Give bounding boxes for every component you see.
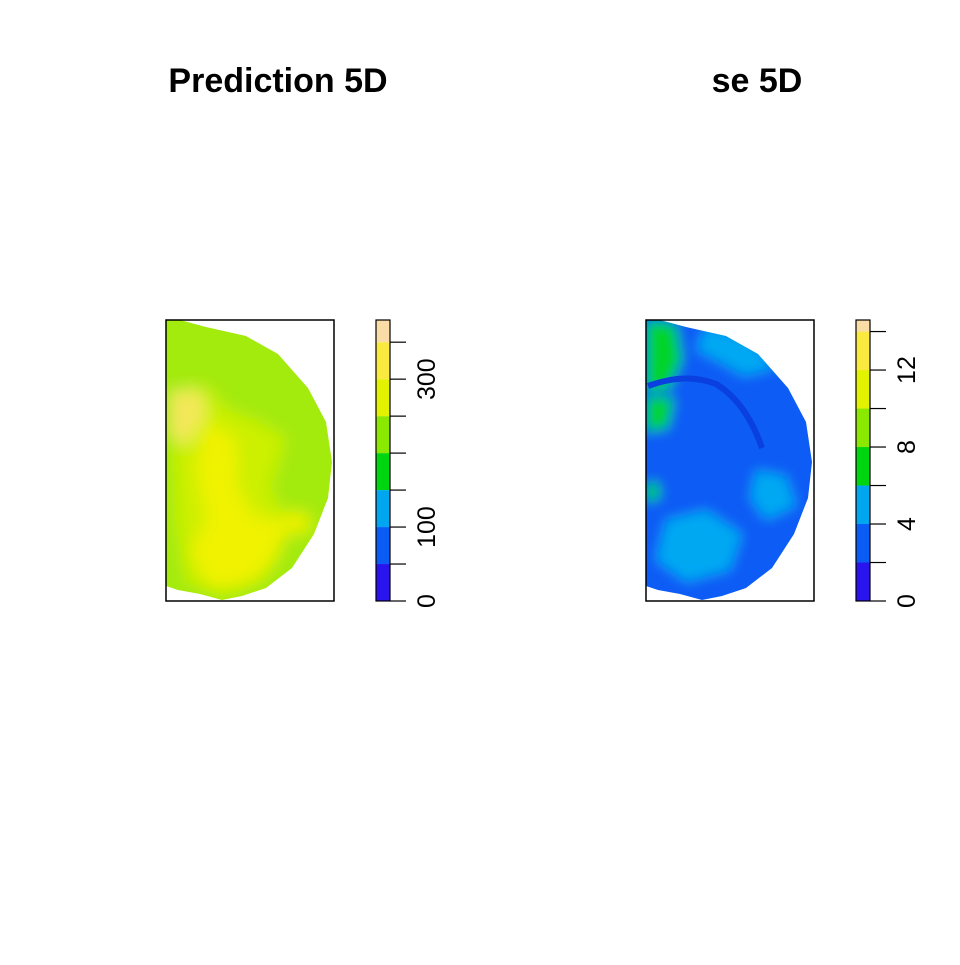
- legend-band-4: [376, 416, 390, 454]
- legend-tick-label: 0: [893, 594, 921, 608]
- legend-band-5: [856, 370, 870, 409]
- legend-band-6: [376, 342, 390, 380]
- plot-frame-se: [645, 319, 815, 602]
- legend-band-4: [856, 408, 870, 448]
- legend-tick-label: 4: [893, 517, 921, 531]
- heatmap-region-1-3: [696, 326, 776, 376]
- panel-se: se 5D 0 4 8 12: [645, 62, 921, 608]
- legend-tick-label: 0: [413, 594, 441, 608]
- heatmap-region-1-1: [656, 510, 742, 582]
- heatmap-se: [646, 320, 812, 600]
- chart-title-se: se 5D: [712, 62, 803, 100]
- legend-band-2: [856, 485, 870, 525]
- legend-frame: [855, 319, 871, 602]
- legend-band-5: [376, 379, 390, 417]
- panel-prediction: Prediction 5D 0 100 300: [165, 62, 441, 608]
- chart-title-prediction: Prediction 5D: [168, 62, 387, 100]
- color-legend-prediction: 0 100 300: [375, 319, 441, 608]
- heatmap-region-1-2: [750, 470, 796, 520]
- legend-band-1: [376, 527, 390, 565]
- legend-band-1: [856, 524, 870, 563]
- heatmap-region-0-4: [170, 390, 206, 444]
- heatmap-prediction: [166, 320, 332, 600]
- legend-band-6: [856, 331, 870, 371]
- legend-tick-label: 12: [893, 356, 921, 384]
- legend-band-7: [376, 320, 390, 343]
- legend-tick-label: 300: [413, 358, 441, 400]
- heatmap-region-0-3: [284, 510, 312, 534]
- legend-band-0: [856, 562, 870, 601]
- legend-band-0: [376, 564, 390, 601]
- heatmap-region-1-6: [646, 482, 660, 502]
- legend-tick-label: 8: [893, 440, 921, 454]
- heatmap-region-1-5: [646, 396, 674, 432]
- heatmap-region-1-4: [646, 320, 682, 390]
- legend-band-7: [856, 320, 870, 332]
- plot-frame-prediction: [165, 319, 335, 602]
- legend-band-3: [376, 453, 390, 491]
- legend-band-2: [376, 490, 390, 528]
- color-legend-se: 0 4 8 12: [855, 319, 921, 608]
- heatmap-region-curve: [646, 375, 765, 449]
- legend-band-3: [856, 447, 870, 486]
- legend-frame: [375, 319, 391, 602]
- heatmap-region-0-2: [190, 420, 286, 588]
- legend-tick-label: 100: [413, 506, 441, 548]
